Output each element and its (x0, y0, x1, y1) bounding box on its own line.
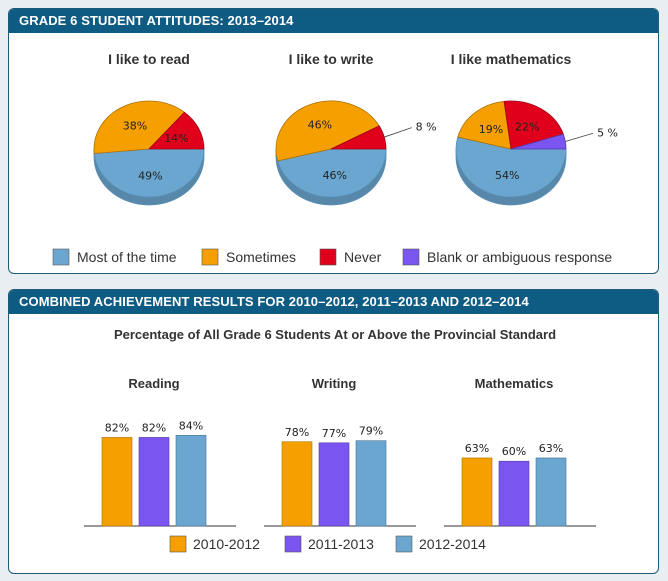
bar-2011-2013 (138, 437, 170, 527)
legend-swatch-2 (201, 248, 219, 266)
bar-2011-2013 (318, 442, 350, 527)
pie-slice-sometimes (275, 100, 380, 162)
pie-leader-line (384, 127, 412, 138)
pie-1: I like to read 49% 38% 14% (93, 51, 205, 206)
bar-value-label: 79% (359, 425, 383, 438)
achievement-header: COMBINED ACHIEVEMENT RESULTS FOR 2010–20… (9, 290, 658, 314)
pie-label: 14% (164, 132, 188, 145)
bar-legend-label: 2010-2012 (193, 536, 260, 552)
bar-group-title: Reading (128, 376, 179, 391)
bar-value-label: 82% (142, 421, 166, 434)
bar-legend-swatch-2 (284, 535, 302, 553)
legend-swatch-3 (319, 248, 337, 266)
bar-value-label: 84% (179, 419, 203, 432)
pie-title: I like to write (289, 51, 374, 67)
pie-slice-sometimes (457, 100, 512, 150)
bar-value-label: 77% (322, 427, 346, 440)
pie-label: 46% (308, 118, 332, 131)
bar-value-label: 82% (105, 421, 129, 434)
bar-value-label: 78% (285, 426, 309, 439)
bar-group-writing: Writing 78% 77% 79% (264, 376, 416, 527)
attitudes-header: GRADE 6 STUDENT ATTITUDES: 2013–2014 (9, 9, 658, 33)
bar-chart-title: Percentage of All Grade 6 Students At or… (114, 327, 556, 342)
bar-2010-2012 (281, 441, 313, 527)
pie-slice-never (148, 111, 205, 150)
pie-title: I like mathematics (451, 51, 572, 67)
legend-swatch-4 (402, 248, 420, 266)
pie-slice-most (455, 136, 567, 198)
bar-2010-2012 (101, 437, 133, 527)
bar-legend: 2010-2012 2011-2013 2012-2014 (169, 535, 486, 553)
bar-group-title: Mathematics (475, 376, 554, 391)
bar-group-title: Writing (312, 376, 357, 391)
bar-value-label: 60% (502, 445, 526, 458)
pie-label: 19% (479, 123, 503, 136)
bar-value-label: 63% (465, 442, 489, 455)
attitudes-panel: GRADE 6 STUDENT ATTITUDES: 2013–2014 I l… (8, 8, 659, 274)
achievement-chart: Percentage of All Grade 6 Students At or… (84, 327, 596, 553)
bar-2012-2014 (355, 440, 387, 527)
attitudes-chart: I like to read 49% 38% 14% I like to write 46… (52, 51, 618, 266)
pie-title: I like to read (108, 51, 190, 67)
legend-swatch-1 (52, 248, 70, 266)
bar-legend-label: 2012-2014 (419, 536, 486, 552)
bar-group-mathematics: Mathematics 63% 60% 63% (444, 376, 596, 527)
bar-group-reading: Reading 82% 82% 84% (84, 376, 236, 527)
bar-2012-2014 (175, 434, 207, 527)
pie-label: 5 % (597, 126, 618, 139)
pie-3: I like mathematics 54% 19% 22% 5 % (451, 51, 618, 206)
pie-label: 8 % (416, 121, 437, 134)
achievement-panel: COMBINED ACHIEVEMENT RESULTS FOR 2010–20… (8, 289, 659, 574)
pie-slice-most (93, 148, 205, 198)
bar-2010-2012 (461, 457, 493, 527)
pie-slice-never (330, 125, 387, 150)
legend-label: Sometimes (226, 249, 296, 265)
bar-legend-swatch-3 (395, 535, 413, 553)
bar-value-label: 63% (539, 442, 563, 455)
bar-2011-2013 (498, 460, 530, 527)
pie-legend: Most of the time Sometimes Never Blank or a… (52, 248, 612, 266)
pie-label: 22% (515, 121, 539, 134)
bar-legend-swatch-1 (169, 535, 187, 553)
legend-label: Blank or ambiguous response (427, 249, 612, 265)
bar-2012-2014 (535, 457, 567, 527)
legend-label: Never (344, 249, 382, 265)
pie-label: 38% (123, 120, 147, 133)
pie-label: 54% (495, 169, 519, 182)
pie-slice-never (503, 100, 564, 150)
pie-leader-line (565, 132, 594, 142)
pie-slice-sometimes (93, 100, 186, 154)
pie-2: I like to write 46% 46% 8 % (275, 51, 437, 206)
pie-label: 49% (138, 169, 162, 182)
pie-label: 46% (323, 169, 347, 182)
bar-legend-label: 2011-2013 (308, 536, 374, 552)
legend-label: Most of the time (77, 249, 177, 265)
pie-slice-blank (510, 133, 567, 150)
pie-slice-most (277, 148, 387, 198)
